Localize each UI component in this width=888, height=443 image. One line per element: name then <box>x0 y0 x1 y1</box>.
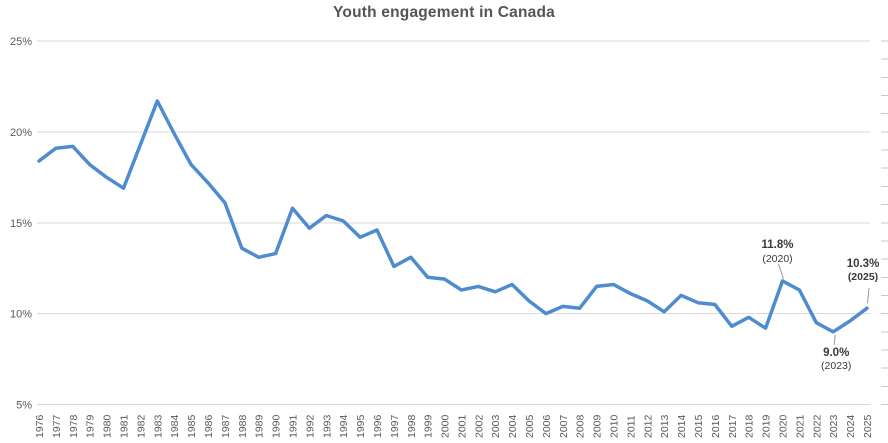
x-axis-label: 1989 <box>254 414 266 438</box>
x-axis-label: 2009 <box>592 414 604 438</box>
x-axis-label: 2017 <box>727 414 739 438</box>
x-axis-label: 2007 <box>558 414 570 438</box>
x-axis-label: 1999 <box>423 414 435 438</box>
y-axis-label: 10% <box>10 309 32 321</box>
x-axis-label: 2015 <box>693 414 705 438</box>
x-axis-label: 1979 <box>85 414 97 438</box>
x-axis-label: 2011 <box>625 415 637 438</box>
x-axis-label: 2023 <box>828 414 840 438</box>
x-axis-label: 1987 <box>220 414 232 438</box>
y-axis-label: 25% <box>10 36 32 48</box>
x-axis-label: 1976 <box>34 414 46 438</box>
x-axis-label: 1980 <box>102 414 114 438</box>
x-axis-label: 1995 <box>355 414 367 438</box>
x-axis-label: 2005 <box>524 414 536 438</box>
x-axis-label: 2016 <box>710 414 722 438</box>
annotation-year-label: (2025) <box>848 271 878 283</box>
x-axis-label: 1994 <box>338 414 350 438</box>
y-axis-label: 5% <box>16 400 32 412</box>
annotation-leader-line <box>833 334 836 345</box>
x-axis-label: 2021 <box>794 414 806 438</box>
x-axis-label: 2003 <box>490 414 502 438</box>
x-axis-label: 1985 <box>186 414 198 438</box>
x-axis-label: 2002 <box>473 414 485 438</box>
x-axis-label: 2012 <box>642 414 654 438</box>
x-axis-label: 2020 <box>778 414 790 438</box>
x-axis-label: 1996 <box>372 414 384 438</box>
x-axis-label: 1988 <box>237 414 249 438</box>
x-axis-label: 1990 <box>271 414 283 438</box>
x-axis-label: 1997 <box>389 414 401 438</box>
x-axis-label: 1998 <box>406 414 418 438</box>
y-axis-label: 15% <box>10 218 32 230</box>
annotation-leader-line <box>778 263 784 280</box>
x-axis-label: 2010 <box>609 414 621 438</box>
x-axis-label: 2006 <box>541 414 553 438</box>
x-axis-label: 2025 <box>862 414 874 438</box>
x-axis-label: 2019 <box>761 414 773 438</box>
x-axis-label: 1983 <box>152 414 164 438</box>
annotation-year-label: (2020) <box>762 253 792 265</box>
x-axis-label: 2018 <box>744 414 756 438</box>
x-axis-label: 2013 <box>659 414 671 438</box>
x-axis-label: 2000 <box>440 414 452 438</box>
x-axis-label: 1991 <box>287 414 299 438</box>
annotation-year-label: (2023) <box>821 360 851 372</box>
x-axis-label: 1992 <box>304 414 316 438</box>
x-axis-label: 2004 <box>507 414 519 438</box>
annotation-value-label: 11.8% <box>762 239 794 251</box>
x-axis-label: 2022 <box>811 414 823 438</box>
annotation-value-label: 9.0% <box>823 347 849 359</box>
x-axis-label: 1978 <box>68 414 80 438</box>
x-axis-label: 1977 <box>51 414 63 438</box>
annotation-value-label: 10.3% <box>847 258 880 270</box>
x-axis-label: 1984 <box>169 414 181 438</box>
data-series-line <box>37 99 869 334</box>
chart-title: Youth engagement in Canada <box>333 4 555 21</box>
x-axis-label: 2014 <box>676 414 688 438</box>
x-axis-label: 1993 <box>321 414 333 438</box>
x-axis-label: 1986 <box>203 414 215 438</box>
x-axis-label: 1982 <box>135 414 147 438</box>
x-axis-label: 2024 <box>845 414 857 438</box>
x-axis-label: 2001 <box>456 414 468 438</box>
x-axis-label: 1981 <box>118 414 130 438</box>
y-axis-label: 20% <box>10 127 32 139</box>
x-axis-label: 2008 <box>575 414 587 438</box>
annotation-leader-line <box>867 288 870 304</box>
